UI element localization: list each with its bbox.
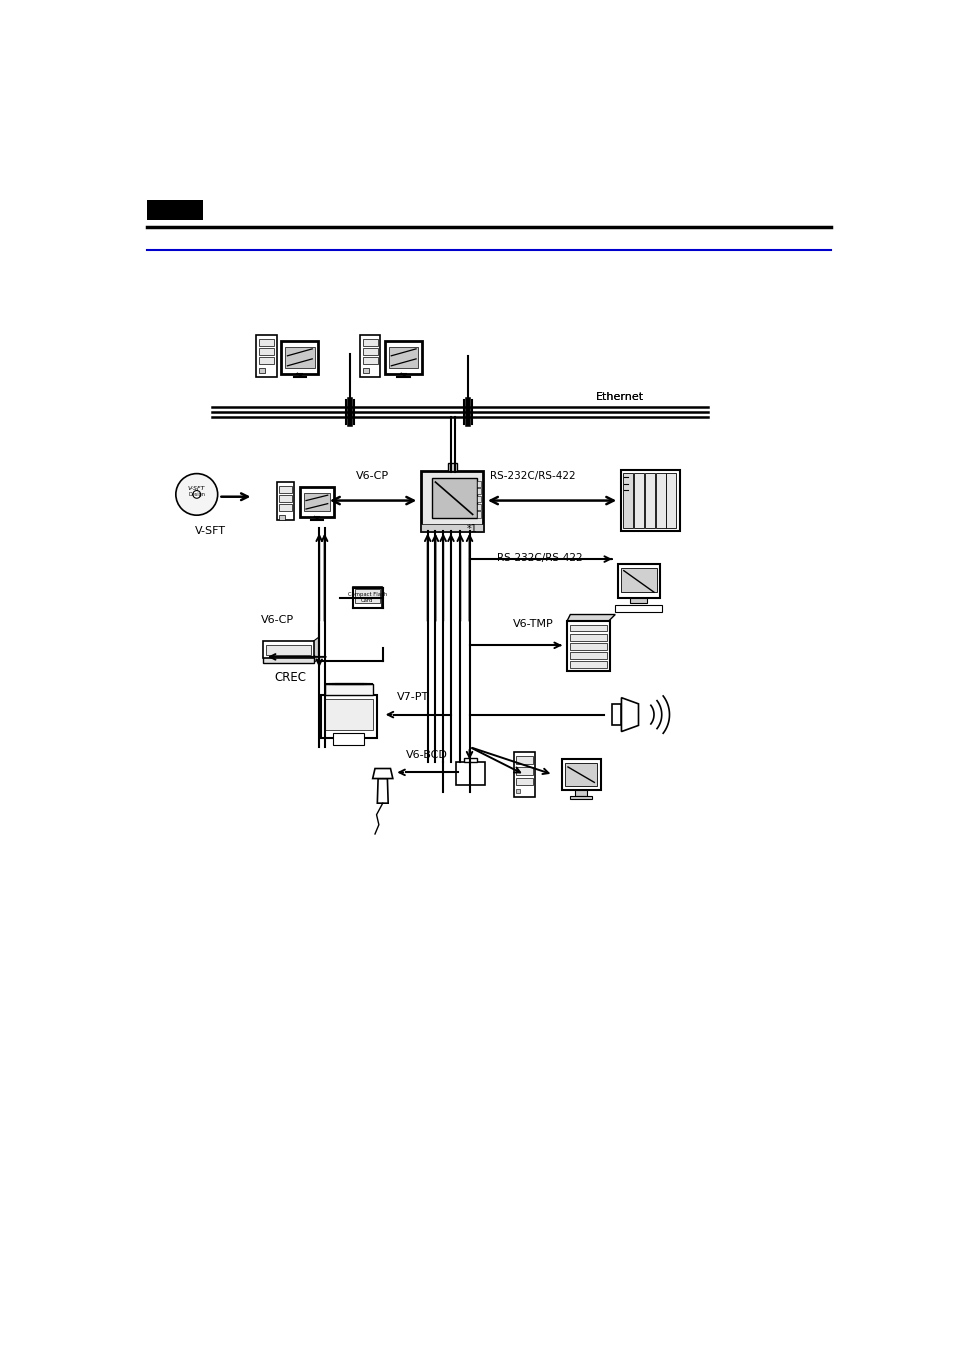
Bar <box>617 565 659 599</box>
Bar <box>285 346 314 368</box>
Bar <box>389 346 418 368</box>
Bar <box>320 696 376 737</box>
Bar <box>476 480 480 487</box>
Bar <box>447 462 456 470</box>
Text: Ethernet: Ethernet <box>596 392 643 402</box>
Bar <box>324 683 373 696</box>
Bar <box>516 778 533 786</box>
Circle shape <box>468 772 472 775</box>
Bar <box>333 733 364 744</box>
Text: CREC: CREC <box>274 671 306 685</box>
Bar <box>666 473 676 528</box>
Bar <box>655 473 665 528</box>
Bar <box>570 624 606 631</box>
Bar <box>633 473 643 528</box>
Bar <box>299 488 334 516</box>
Bar <box>303 493 330 511</box>
Bar <box>324 700 373 731</box>
Bar <box>362 357 377 364</box>
Bar <box>476 488 480 495</box>
Text: RS-232C/RS-422: RS-232C/RS-422 <box>497 553 581 562</box>
Text: V-SFT: V-SFT <box>188 485 205 491</box>
Bar <box>385 341 422 373</box>
Bar <box>362 338 377 346</box>
Bar <box>258 357 274 364</box>
Text: V6-CP: V6-CP <box>355 470 388 481</box>
Bar <box>263 655 314 663</box>
Bar <box>360 336 380 376</box>
Bar <box>516 756 533 764</box>
Bar <box>278 485 292 493</box>
Bar <box>281 341 318 373</box>
Bar <box>476 504 480 510</box>
Bar <box>431 479 476 518</box>
Bar <box>421 524 483 531</box>
Polygon shape <box>620 698 638 732</box>
Text: V-SFT: V-SFT <box>195 526 226 537</box>
Bar <box>266 644 311 655</box>
Bar <box>644 473 654 528</box>
Circle shape <box>193 491 200 499</box>
Bar <box>278 504 292 511</box>
Bar <box>570 652 606 659</box>
Bar <box>516 767 533 775</box>
Text: *1: *1 <box>466 524 476 534</box>
Circle shape <box>465 770 475 779</box>
Bar <box>629 599 646 603</box>
Bar <box>258 338 274 346</box>
Circle shape <box>461 766 478 782</box>
Text: Ethernet: Ethernet <box>596 392 643 402</box>
Bar <box>570 643 606 650</box>
Bar <box>564 763 597 786</box>
Text: RS-232C/RS-422: RS-232C/RS-422 <box>489 470 575 481</box>
Bar <box>476 496 480 501</box>
Text: Design: Design <box>188 492 205 497</box>
Circle shape <box>175 473 217 515</box>
Bar <box>567 620 609 671</box>
Bar <box>513 752 535 797</box>
Bar <box>516 790 519 793</box>
Bar <box>570 662 606 669</box>
Bar <box>355 589 379 603</box>
Bar <box>464 758 476 763</box>
Bar <box>622 473 633 528</box>
Bar <box>421 470 483 531</box>
Bar <box>561 759 599 790</box>
Text: V6-CP: V6-CP <box>261 615 294 625</box>
Text: V7-PT: V7-PT <box>396 692 429 702</box>
Bar <box>258 348 274 355</box>
Bar <box>615 604 661 612</box>
Text: V6-BCD: V6-BCD <box>406 749 447 760</box>
Bar <box>456 763 484 786</box>
Bar <box>476 511 480 518</box>
Bar <box>362 348 377 355</box>
Bar <box>362 368 369 373</box>
Bar <box>276 483 294 520</box>
Bar <box>612 704 620 725</box>
Text: Card: Card <box>360 599 373 603</box>
Bar <box>278 515 285 520</box>
Bar <box>353 586 381 608</box>
Polygon shape <box>377 779 388 803</box>
Polygon shape <box>313 636 319 663</box>
Bar <box>147 201 203 220</box>
Text: V6-TMP: V6-TMP <box>513 619 553 628</box>
Bar <box>256 336 276 376</box>
Bar <box>620 568 657 592</box>
Bar <box>575 790 587 797</box>
Bar <box>258 368 265 373</box>
Bar <box>570 797 592 799</box>
Bar <box>278 495 292 501</box>
Polygon shape <box>373 768 393 779</box>
Text: Compact Flash: Compact Flash <box>347 592 386 597</box>
Bar <box>570 634 606 640</box>
Polygon shape <box>567 615 615 620</box>
Bar <box>263 642 314 658</box>
Bar <box>620 469 679 531</box>
